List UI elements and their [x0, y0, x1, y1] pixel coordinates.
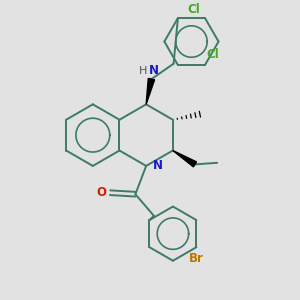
- Polygon shape: [146, 78, 154, 104]
- Polygon shape: [173, 151, 196, 167]
- Text: O: O: [97, 186, 106, 199]
- Text: H: H: [139, 66, 147, 76]
- Text: Cl: Cl: [206, 49, 219, 62]
- Text: Cl: Cl: [187, 3, 200, 16]
- Text: N: N: [149, 64, 159, 77]
- Text: Br: Br: [189, 253, 204, 266]
- Text: N: N: [153, 159, 163, 172]
